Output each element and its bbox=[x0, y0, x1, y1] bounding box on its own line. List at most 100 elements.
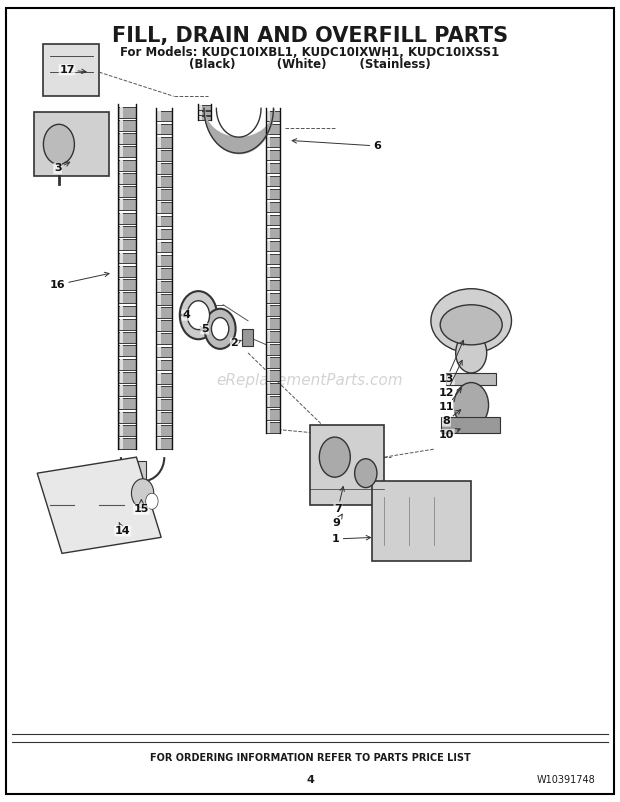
Bar bbox=[156, 439, 172, 449]
Bar bbox=[120, 173, 123, 184]
Bar bbox=[157, 425, 161, 436]
Text: 15: 15 bbox=[134, 500, 149, 514]
Bar bbox=[156, 255, 172, 265]
Bar bbox=[199, 116, 202, 120]
Text: eReplacementParts.com: eReplacementParts.com bbox=[216, 374, 404, 388]
Circle shape bbox=[43, 124, 74, 164]
Bar bbox=[157, 346, 161, 358]
Text: 12: 12 bbox=[439, 360, 462, 398]
Bar bbox=[267, 111, 270, 121]
Circle shape bbox=[456, 333, 487, 373]
Circle shape bbox=[211, 318, 229, 340]
Bar bbox=[267, 318, 270, 329]
Bar bbox=[120, 385, 123, 396]
Bar bbox=[118, 425, 136, 435]
Bar bbox=[157, 281, 161, 292]
Bar bbox=[267, 280, 270, 290]
Bar bbox=[120, 411, 123, 423]
Bar bbox=[157, 399, 161, 410]
Bar bbox=[266, 371, 280, 381]
Bar bbox=[156, 334, 172, 344]
Bar bbox=[34, 112, 108, 176]
Bar bbox=[156, 425, 172, 436]
Text: 16: 16 bbox=[50, 273, 109, 290]
Bar bbox=[267, 163, 270, 173]
Bar bbox=[120, 200, 123, 210]
Bar bbox=[120, 279, 123, 290]
Bar bbox=[118, 332, 136, 343]
Bar bbox=[118, 120, 136, 131]
Bar bbox=[372, 481, 471, 561]
Bar bbox=[266, 358, 280, 368]
Bar bbox=[120, 253, 123, 263]
Circle shape bbox=[131, 479, 154, 508]
Bar bbox=[267, 124, 270, 134]
Text: 9: 9 bbox=[333, 514, 342, 528]
Bar bbox=[156, 241, 172, 253]
Bar bbox=[267, 410, 270, 420]
Bar bbox=[156, 137, 172, 148]
Bar bbox=[157, 373, 161, 383]
Bar bbox=[120, 332, 123, 343]
Ellipse shape bbox=[431, 289, 512, 353]
Bar bbox=[267, 371, 270, 381]
Bar bbox=[118, 173, 136, 184]
Circle shape bbox=[187, 301, 210, 330]
Bar bbox=[156, 399, 172, 410]
Bar bbox=[156, 189, 172, 200]
Bar bbox=[156, 412, 172, 423]
Bar bbox=[266, 163, 280, 173]
Bar bbox=[446, 373, 496, 385]
Bar bbox=[120, 306, 123, 317]
Text: 10: 10 bbox=[439, 428, 460, 439]
Text: 4: 4 bbox=[306, 775, 314, 784]
Bar bbox=[266, 201, 280, 213]
Bar bbox=[310, 425, 384, 505]
Circle shape bbox=[355, 459, 377, 488]
Bar bbox=[118, 358, 136, 370]
Bar bbox=[267, 150, 270, 160]
Bar bbox=[267, 396, 270, 407]
Bar bbox=[156, 346, 172, 358]
Bar bbox=[266, 293, 280, 303]
Bar bbox=[120, 186, 123, 197]
Bar bbox=[120, 239, 123, 250]
Bar bbox=[198, 105, 211, 110]
Bar bbox=[157, 439, 161, 449]
Text: 4: 4 bbox=[181, 310, 190, 320]
Bar bbox=[266, 111, 280, 121]
Text: FOR ORDERING INFORMATION REFER TO PARTS PRICE LIST: FOR ORDERING INFORMATION REFER TO PARTS … bbox=[149, 753, 471, 763]
Bar bbox=[267, 188, 270, 199]
Bar bbox=[441, 417, 500, 433]
Bar bbox=[156, 176, 172, 187]
Bar bbox=[120, 265, 123, 277]
Bar bbox=[156, 216, 172, 226]
Bar bbox=[120, 319, 123, 330]
Text: 7: 7 bbox=[334, 487, 344, 514]
Bar bbox=[266, 215, 280, 225]
Bar bbox=[118, 293, 136, 303]
Text: 11: 11 bbox=[439, 388, 461, 412]
Bar bbox=[120, 213, 123, 224]
Text: 13: 13 bbox=[439, 340, 464, 384]
Bar bbox=[118, 200, 136, 210]
Bar bbox=[157, 163, 161, 174]
Bar bbox=[118, 186, 136, 197]
Bar bbox=[266, 280, 280, 290]
Bar bbox=[157, 137, 161, 148]
Circle shape bbox=[205, 309, 236, 349]
Bar bbox=[156, 268, 172, 278]
Bar bbox=[156, 360, 172, 371]
Text: W10391748: W10391748 bbox=[536, 775, 595, 784]
Bar bbox=[266, 253, 280, 264]
Bar bbox=[266, 331, 280, 342]
Bar bbox=[267, 215, 270, 225]
Bar bbox=[118, 160, 136, 171]
Bar bbox=[120, 425, 123, 435]
Bar bbox=[157, 268, 161, 278]
Bar bbox=[156, 281, 172, 292]
Bar bbox=[118, 107, 136, 118]
Ellipse shape bbox=[440, 305, 502, 345]
Bar bbox=[156, 229, 172, 239]
Bar bbox=[118, 372, 136, 383]
